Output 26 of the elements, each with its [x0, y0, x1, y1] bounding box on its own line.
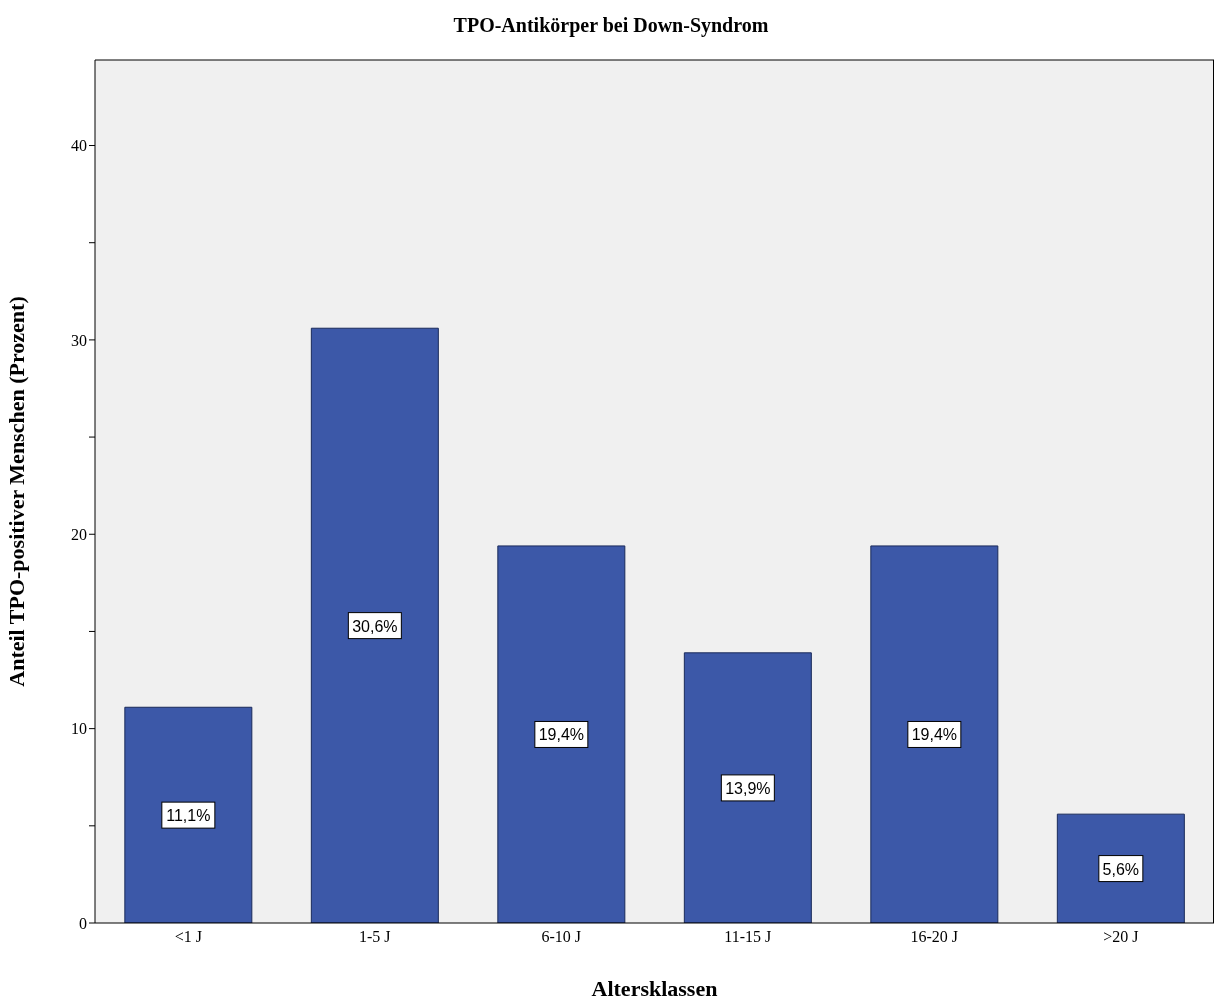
data-label: 13,9% — [725, 779, 771, 797]
y-tick-label: 0 — [79, 914, 87, 932]
x-tick-label: 1-5 J — [358, 928, 391, 946]
bar — [310, 327, 439, 923]
y-tick-label: 20 — [71, 525, 87, 543]
data-label: 19,4% — [538, 726, 585, 744]
data-label: 11,1% — [166, 807, 211, 825]
data-label: 30,6% — [352, 617, 398, 635]
y-axis-title: Anteil TPO-positiver Menschen (Prozent) — [3, 296, 29, 687]
x-tick-label: 16-20 J — [910, 928, 959, 946]
data-label: 5,6% — [1102, 860, 1140, 878]
bar — [497, 545, 626, 923]
y-tick-label: 40 — [71, 137, 87, 155]
bar — [870, 545, 999, 923]
bar — [683, 652, 812, 923]
data-label: 19,4% — [911, 726, 958, 744]
bar — [1056, 813, 1185, 923]
x-tick-label: <1 J — [174, 928, 202, 946]
bar — [124, 706, 253, 923]
x-tick-label: >20 J — [1103, 928, 1139, 946]
x-axis-title: Altersklassen — [591, 976, 718, 1001]
x-tick-label: 6-10 J — [541, 928, 582, 946]
y-tick-label: 30 — [71, 331, 87, 349]
y-tick-label: 10 — [71, 720, 87, 738]
chart-title: TPO-Antikörper bei Down-Syndrom — [452, 14, 770, 37]
x-tick-label: 11-15 J — [724, 928, 772, 946]
